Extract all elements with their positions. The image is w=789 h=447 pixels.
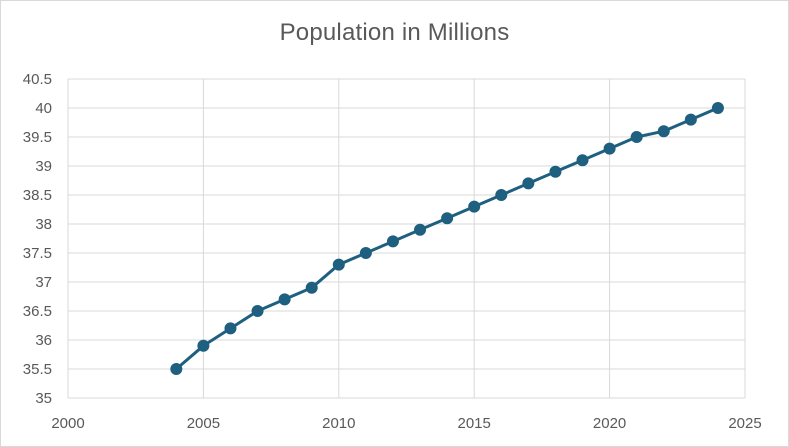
y-tick-label: 35.5 <box>23 361 52 378</box>
data-point <box>332 258 345 271</box>
data-point <box>576 154 589 167</box>
data-point <box>549 165 562 178</box>
data-point <box>170 363 183 375</box>
y-tick-label: 39 <box>35 158 52 175</box>
x-tick-label: 2005 <box>187 415 220 432</box>
x-tick-label: 2025 <box>728 415 761 432</box>
y-tick-label: 40.5 <box>23 71 52 88</box>
data-point <box>359 247 372 259</box>
data-point <box>495 189 508 201</box>
data-point <box>441 212 454 225</box>
y-tick-label: 39.5 <box>23 129 52 146</box>
x-tick-label: 2015 <box>458 415 491 432</box>
x-tick-label: 2010 <box>322 415 355 432</box>
y-tick-label: 36.5 <box>23 303 52 320</box>
data-point <box>251 305 264 317</box>
y-tick-label: 38 <box>35 216 52 233</box>
data-point <box>522 177 535 190</box>
y-tick-label: 40 <box>35 100 52 117</box>
chart-title: Population in Millions <box>279 19 510 46</box>
y-tick-label: 37.5 <box>23 245 52 262</box>
data-point <box>386 235 399 248</box>
data-point <box>603 142 616 155</box>
data-point <box>468 200 481 213</box>
data-point <box>224 322 237 335</box>
y-tick-label: 37 <box>35 274 52 291</box>
data-point <box>305 281 318 294</box>
data-point <box>197 339 210 352</box>
data-point <box>630 131 643 143</box>
y-tick-label: 36 <box>35 332 52 349</box>
y-tick-label: 35 <box>35 390 52 407</box>
data-point <box>711 102 724 114</box>
data-point <box>684 113 697 126</box>
data-point <box>414 223 427 236</box>
series-line <box>174 106 720 371</box>
data-point <box>278 293 291 306</box>
data-point <box>657 125 670 138</box>
x-tick-label: 2000 <box>51 415 84 432</box>
y-tick-label: 38.5 <box>23 187 52 204</box>
x-tick-label: 2020 <box>593 415 626 432</box>
